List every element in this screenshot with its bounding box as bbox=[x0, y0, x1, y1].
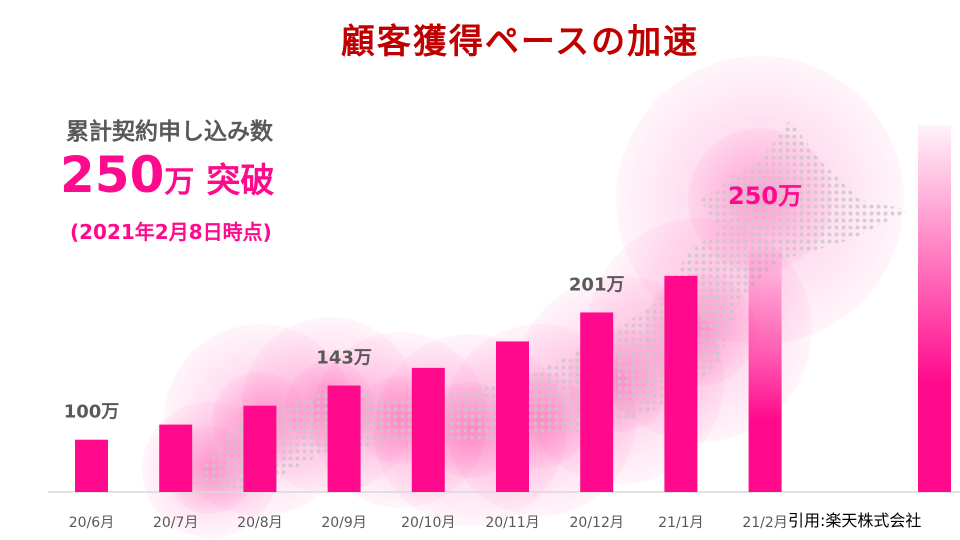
data-label: 143万 bbox=[316, 348, 372, 369]
x-tick-label: 21/1月 bbox=[658, 515, 703, 531]
x-tick-label: 20/11月 bbox=[485, 515, 539, 531]
data-label: 201万 bbox=[569, 274, 625, 295]
bar-20/6月 bbox=[75, 439, 108, 492]
summary-value: 250万 突破 bbox=[60, 146, 274, 204]
summary-unit: 万 bbox=[164, 165, 195, 200]
source-credit: 引用:楽天株式会社 bbox=[788, 511, 922, 530]
bar-20/8月 bbox=[243, 405, 277, 492]
bar-20/12月 bbox=[580, 312, 614, 492]
data-label: 100万 bbox=[64, 402, 120, 423]
summary-suffix: 突破 bbox=[206, 161, 275, 201]
decorative-gradient-bar bbox=[918, 125, 951, 492]
data-label: 250万 bbox=[728, 182, 802, 210]
bar-21/1月 bbox=[664, 275, 698, 492]
bar-20/7月 bbox=[159, 424, 193, 492]
bar-20/11月 bbox=[496, 341, 529, 492]
dotted-map bbox=[200, 120, 910, 492]
summary-number: 250 bbox=[60, 146, 165, 204]
x-tick-label: 20/10月 bbox=[401, 515, 455, 531]
slide-title: 顧客獲得ペースの加速 bbox=[340, 22, 700, 62]
x-tick-label: 20/12月 bbox=[570, 515, 624, 531]
summary-as-of: (2021年2月8日時点) bbox=[70, 220, 272, 244]
x-tick-label: 21/2月 bbox=[742, 515, 787, 531]
x-tick-label: 20/8月 bbox=[237, 515, 282, 531]
x-tick-label: 20/6月 bbox=[69, 515, 114, 531]
bar-20/10月 bbox=[411, 367, 445, 492]
bar-21/2月 bbox=[748, 250, 782, 492]
bar-20/9月 bbox=[327, 385, 361, 492]
x-tick-label: 20/9月 bbox=[321, 515, 366, 531]
x-tick-label: 20/7月 bbox=[153, 515, 198, 531]
summary-label: 累計契約申し込み数 bbox=[66, 119, 273, 145]
